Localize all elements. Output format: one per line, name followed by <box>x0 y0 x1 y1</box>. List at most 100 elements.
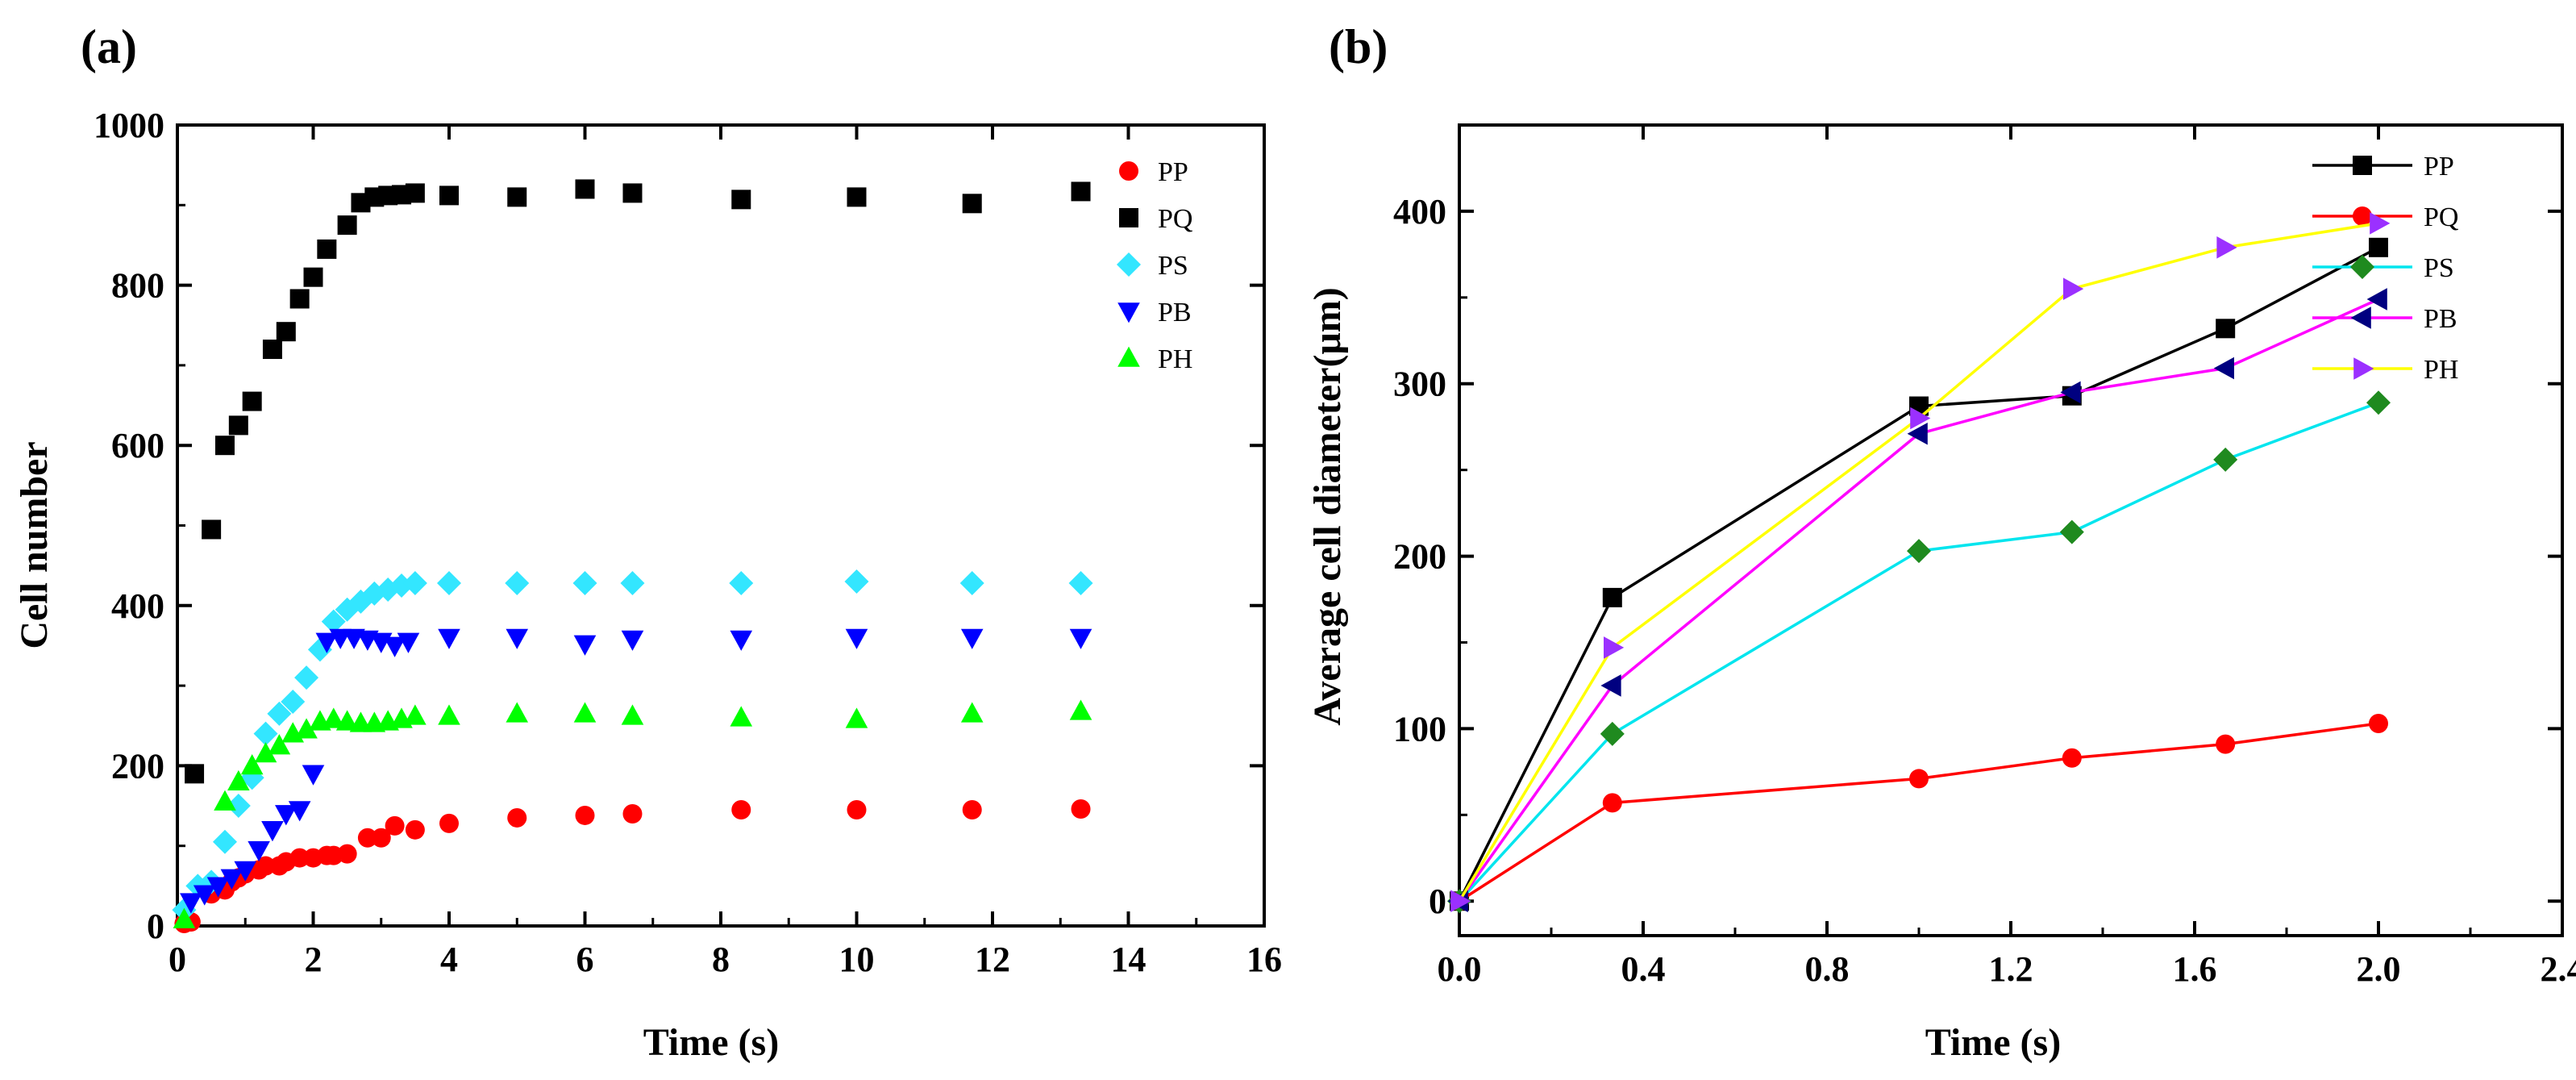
data-point-pq <box>303 267 323 287</box>
data-point-pp <box>2369 237 2388 257</box>
data-point-pq <box>202 519 222 540</box>
data-point-pb <box>438 628 460 649</box>
data-point-pb <box>302 765 325 786</box>
data-point-pq <box>405 183 425 203</box>
data-point-pp <box>1602 587 1622 607</box>
series-ph <box>1450 212 2391 913</box>
legend-label: PB <box>1158 298 1192 327</box>
data-point-ph <box>730 706 753 727</box>
data-point-pb <box>1069 628 1092 649</box>
data-point-ph <box>322 707 345 728</box>
data-point-pq <box>847 187 867 207</box>
data-point-pp <box>847 800 867 820</box>
data-point-ph <box>2370 212 2391 235</box>
x-tick-label: 0.4 <box>1621 949 1666 989</box>
legend-marker <box>1117 346 1140 367</box>
data-point-pq <box>2216 734 2236 754</box>
x-tick-label: 0.8 <box>1805 949 1850 989</box>
y-tick-label: 400 <box>111 586 164 626</box>
legend-label: PS <box>2424 253 2454 283</box>
data-point-pb <box>193 885 216 906</box>
data-point-ph <box>438 704 460 725</box>
data-point-ph <box>960 702 984 723</box>
data-point-pp <box>575 805 595 825</box>
data-point-ps <box>1068 570 1093 595</box>
x-tick-label: 1.2 <box>1989 949 2033 989</box>
x-tick-label: 0.0 <box>1438 949 1482 989</box>
x-tick-label: 16 <box>1246 940 1282 979</box>
y-tick-label: 200 <box>111 746 164 786</box>
legend-label: PH <box>2424 355 2458 385</box>
series-ps <box>1447 390 2391 914</box>
series-line-pq <box>1459 722 2379 903</box>
data-point-pp <box>2216 319 2236 339</box>
data-point-ps <box>959 570 984 595</box>
data-point-ps <box>212 829 237 854</box>
data-point-pp <box>289 848 310 868</box>
series-pq <box>185 179 1091 784</box>
data-point-pb <box>180 893 202 914</box>
legend-marker <box>2350 255 2374 279</box>
data-point-pq <box>242 391 262 411</box>
data-point-ps <box>505 570 530 595</box>
data-point-ph <box>845 707 868 728</box>
x-tick-label: 8 <box>712 940 730 979</box>
data-point-pq <box>337 215 357 236</box>
legend-label: PH <box>1158 344 1192 374</box>
data-point-pb <box>506 628 529 649</box>
series-pq <box>1450 713 2388 911</box>
data-point-pb <box>397 632 420 653</box>
data-point-ph <box>335 710 359 731</box>
panel-a-label: (a) <box>81 20 137 73</box>
x-tick-label: 1.6 <box>2173 949 2217 989</box>
data-point-pb <box>573 635 597 656</box>
series-line-ps <box>1458 401 2379 903</box>
x-tick-label: 12 <box>975 940 1010 979</box>
panel-a-x-axis-label: Time (s) <box>643 1021 779 1064</box>
data-point-pp <box>371 828 391 848</box>
data-point-ps <box>253 721 278 746</box>
legend-marker <box>1119 161 1138 181</box>
data-point-pq <box>276 322 296 342</box>
data-point-pb <box>234 861 257 882</box>
data-point-pq <box>962 194 982 214</box>
legend-label: PP <box>2424 152 2454 181</box>
x-tick-label: 4 <box>440 940 458 979</box>
legend-marker <box>2353 357 2374 380</box>
legend-marker <box>2353 156 2372 175</box>
series-pb <box>180 628 1092 914</box>
data-point-ph <box>295 718 318 739</box>
series-line-pb <box>1458 298 2379 903</box>
y-tick-label: 400 <box>1393 192 1446 231</box>
data-point-ps <box>620 570 645 595</box>
data-point-ps <box>729 570 754 595</box>
legend-label: PQ <box>1158 204 1192 234</box>
data-point-ph <box>506 702 529 723</box>
data-point-pb <box>1600 674 1621 697</box>
data-point-pq <box>228 415 248 436</box>
data-point-ph <box>173 907 196 928</box>
data-point-pb <box>1907 422 1928 445</box>
data-point-ps <box>226 794 251 819</box>
data-point-ps <box>267 701 292 726</box>
data-point-pp <box>962 800 982 820</box>
y-tick-label: 0 <box>147 907 164 946</box>
data-point-pb <box>383 636 406 657</box>
data-point-pb <box>960 628 984 649</box>
data-point-pq <box>2062 748 2082 768</box>
data-point-pb <box>621 630 644 651</box>
x-tick-label: 2.4 <box>2541 949 2576 989</box>
data-point-ps <box>321 609 346 634</box>
plot-frame <box>1458 123 2564 937</box>
data-point-pb <box>220 869 243 890</box>
data-point-ph <box>227 769 250 791</box>
data-point-pq <box>1071 181 1091 202</box>
panel-a-plot: 0 2 4 6 8 10 12 14 16 0 200 400 600 800 1000 PP PQ PS PB PH <box>94 106 1282 979</box>
legend-marker <box>1117 302 1140 323</box>
panel-b-x-axis-label: Time (s) <box>1925 1021 2061 1064</box>
data-point-pq <box>214 436 235 456</box>
data-point-pb <box>248 840 270 862</box>
data-point-pb <box>315 632 339 653</box>
data-point-ph <box>404 704 427 725</box>
